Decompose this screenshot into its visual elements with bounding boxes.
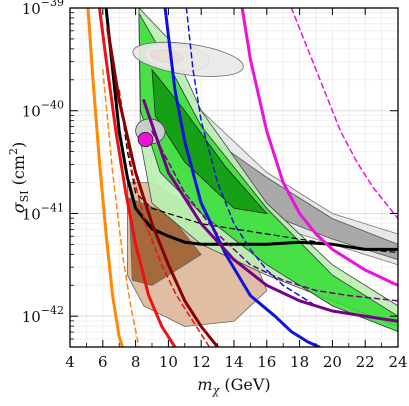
x-tick-label: 8 [131, 353, 141, 371]
x-tick-label: 10 [159, 353, 178, 371]
y-tick-label: 10−39 [22, 0, 64, 18]
magenta-solid [240, 8, 398, 287]
x-tick-label: 22 [356, 353, 375, 371]
blue-dashed [185, 8, 398, 323]
y-axis-title: σSI (cm2) [7, 142, 31, 214]
x-tick-label: 14 [224, 353, 243, 371]
red-solid [98, 8, 177, 347]
dark-red-solid [106, 27, 220, 347]
magenta-ellipse [137, 131, 154, 148]
purple-dashed [151, 130, 398, 302]
blue-solid [163, 8, 321, 347]
x-tick-label: 12 [192, 353, 211, 371]
orange-dashed [102, 68, 140, 347]
x-tick-label: 16 [257, 353, 276, 371]
ticks [69, 7, 399, 347]
y-tick-label: 10−40 [22, 99, 64, 121]
purple-solid [142, 99, 398, 323]
red-dashed [118, 89, 211, 347]
x-tick-label: 24 [388, 353, 407, 371]
x-tick-label: 20 [323, 353, 342, 371]
magenta-dashed [290, 8, 398, 220]
x-tick-label: 6 [98, 353, 108, 371]
tick-labels: 4 6 8 10 12 14 16 18 20 22 24 10−42 10−41 10−40 10−39 [22, 0, 408, 371]
green-band [138, 12, 398, 333]
y-tick-label: 10−42 [22, 304, 64, 326]
black-solid [104, 8, 398, 251]
x-axis-title: mχ (GeV) [197, 375, 270, 397]
black-dashed [118, 89, 398, 254]
x-tick-label: 18 [290, 353, 309, 371]
x-tick-label: 4 [65, 353, 75, 371]
orange-solid [86, 8, 124, 347]
series-lines [86, 8, 398, 347]
y-tick-label: 10−41 [22, 201, 64, 223]
